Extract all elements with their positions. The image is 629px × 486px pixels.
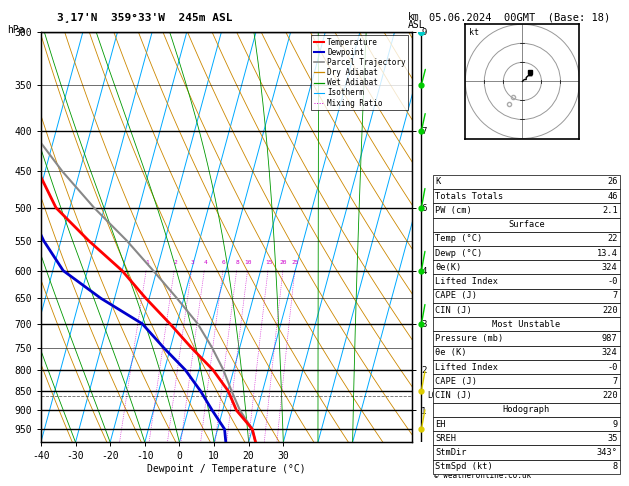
Text: -0: -0 bbox=[607, 277, 618, 286]
Text: StmDir: StmDir bbox=[435, 448, 467, 457]
Text: 26: 26 bbox=[607, 177, 618, 187]
Text: Most Unstable: Most Unstable bbox=[493, 320, 560, 329]
Text: -0: -0 bbox=[607, 363, 618, 372]
Text: 987: 987 bbox=[602, 334, 618, 343]
Text: 324: 324 bbox=[602, 263, 618, 272]
Text: 4: 4 bbox=[203, 260, 207, 265]
Text: Dewp (°C): Dewp (°C) bbox=[435, 249, 482, 258]
Legend: Temperature, Dewpoint, Parcel Trajectory, Dry Adiabat, Wet Adiabat, Isotherm, Mi: Temperature, Dewpoint, Parcel Trajectory… bbox=[311, 35, 408, 110]
Text: km: km bbox=[408, 12, 420, 22]
Text: 13.4: 13.4 bbox=[597, 249, 618, 258]
Text: 05.06.2024  00GMT  (Base: 18): 05.06.2024 00GMT (Base: 18) bbox=[429, 12, 610, 22]
Text: SREH: SREH bbox=[435, 434, 456, 443]
Text: 220: 220 bbox=[602, 391, 618, 400]
Text: 35: 35 bbox=[607, 434, 618, 443]
Text: Lifted Index: Lifted Index bbox=[435, 363, 498, 372]
Text: CAPE (J): CAPE (J) bbox=[435, 291, 477, 300]
Text: 22: 22 bbox=[607, 234, 618, 243]
Text: 8: 8 bbox=[235, 260, 239, 265]
Text: CAPE (J): CAPE (J) bbox=[435, 377, 477, 386]
Text: 220: 220 bbox=[602, 306, 618, 314]
Text: 20: 20 bbox=[280, 260, 287, 265]
Text: ASL: ASL bbox=[408, 20, 425, 31]
Text: 9: 9 bbox=[613, 419, 618, 429]
Y-axis label: Mixing Ratio (g/kg): Mixing Ratio (g/kg) bbox=[465, 190, 474, 284]
Text: hPa: hPa bbox=[8, 25, 25, 35]
Text: 2.1: 2.1 bbox=[602, 206, 618, 215]
Text: Totals Totals: Totals Totals bbox=[435, 191, 504, 201]
Text: θe (K): θe (K) bbox=[435, 348, 467, 357]
Text: StmSpd (kt): StmSpd (kt) bbox=[435, 462, 493, 471]
Text: 7: 7 bbox=[613, 377, 618, 386]
Text: © weatheronline.co.uk: © weatheronline.co.uk bbox=[434, 471, 531, 480]
Text: 2: 2 bbox=[173, 260, 177, 265]
Text: kt: kt bbox=[469, 28, 479, 37]
Text: 324: 324 bbox=[602, 348, 618, 357]
X-axis label: Dewpoint / Temperature (°C): Dewpoint / Temperature (°C) bbox=[147, 464, 306, 474]
Text: 1: 1 bbox=[145, 260, 149, 265]
Text: 8: 8 bbox=[613, 462, 618, 471]
Text: 15: 15 bbox=[265, 260, 272, 265]
Text: Temp (°C): Temp (°C) bbox=[435, 234, 482, 243]
Text: 10: 10 bbox=[245, 260, 252, 265]
Text: 7: 7 bbox=[613, 291, 618, 300]
Text: Hodograph: Hodograph bbox=[503, 405, 550, 414]
Text: θe(K): θe(K) bbox=[435, 263, 462, 272]
Text: 3: 3 bbox=[191, 260, 194, 265]
Text: Pressure (mb): Pressure (mb) bbox=[435, 334, 504, 343]
Text: 46: 46 bbox=[607, 191, 618, 201]
Text: EH: EH bbox=[435, 419, 446, 429]
Text: Lifted Index: Lifted Index bbox=[435, 277, 498, 286]
Text: 6: 6 bbox=[222, 260, 226, 265]
Text: 343°: 343° bbox=[597, 448, 618, 457]
Text: CIN (J): CIN (J) bbox=[435, 391, 472, 400]
Text: K: K bbox=[435, 177, 440, 187]
Text: PW (cm): PW (cm) bbox=[435, 206, 472, 215]
Text: 25: 25 bbox=[292, 260, 299, 265]
Text: LCL: LCL bbox=[427, 391, 441, 400]
Text: CIN (J): CIN (J) bbox=[435, 306, 472, 314]
Text: 3¸17'N  359°33'W  245m ASL: 3¸17'N 359°33'W 245m ASL bbox=[57, 12, 232, 22]
Text: Surface: Surface bbox=[508, 220, 545, 229]
